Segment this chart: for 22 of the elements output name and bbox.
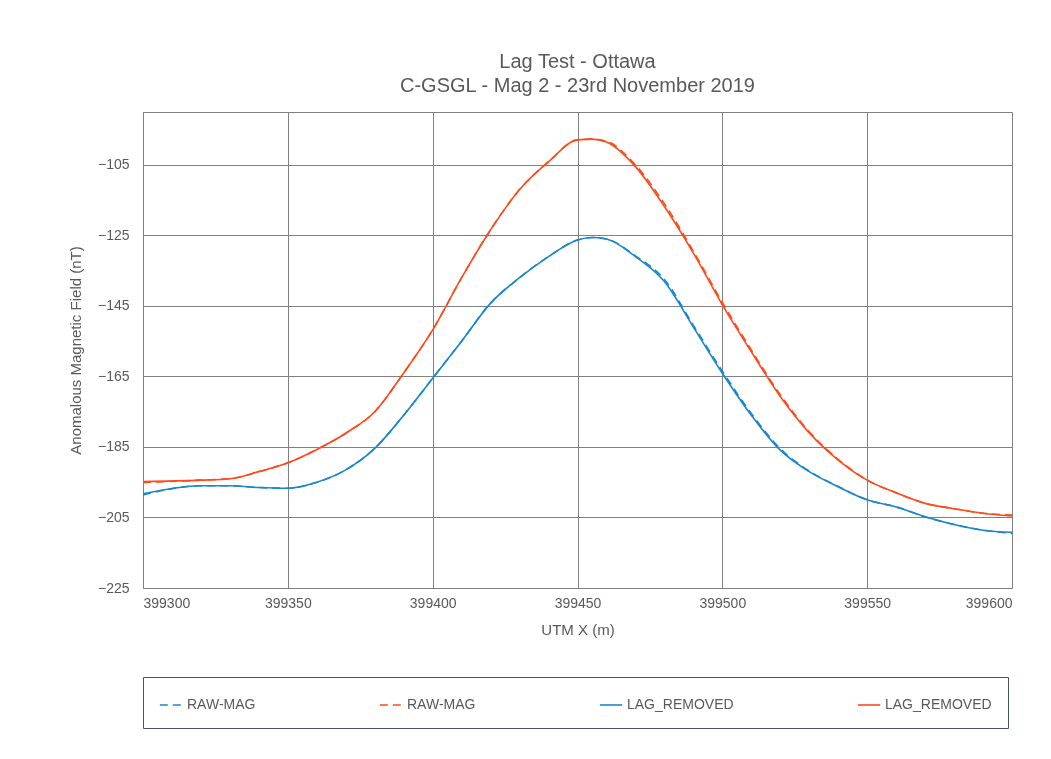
y-tick-label: −165 <box>97 367 130 384</box>
legend-label: RAW-MAG <box>187 696 256 712</box>
x-tick-label: 399550 <box>844 594 892 611</box>
legend-label: LAG_REMOVED <box>885 696 992 712</box>
y-tick-label: −205 <box>97 508 130 525</box>
x-tick-label: 399600 <box>965 594 1013 611</box>
x-tick-label: 399350 <box>264 594 312 611</box>
chart-title: Lag Test - Ottawa <box>499 50 657 72</box>
x-tick-label: 399400 <box>409 594 457 611</box>
y-tick-label: −185 <box>97 438 130 455</box>
y-axis-title: Anomalous Magnetic Field (nT) <box>66 246 84 455</box>
y-tick-label: −125 <box>97 226 130 243</box>
y-tick-label: −225 <box>97 579 130 596</box>
y-tick-label: −145 <box>97 297 130 314</box>
x-axis-title: UTM X (m) <box>541 620 615 638</box>
legend-label: RAW-MAG <box>407 696 476 712</box>
chart-subtitle: C-GSGL - Mag 2 - 23rd November 2019 <box>400 74 755 96</box>
y-tick-label: −105 <box>97 156 130 173</box>
x-tick-label: 399500 <box>699 594 747 611</box>
x-tick-label: 399450 <box>554 594 602 611</box>
legend-label: LAG_REMOVED <box>627 696 734 712</box>
x-tick-label: 399300 <box>143 594 191 611</box>
